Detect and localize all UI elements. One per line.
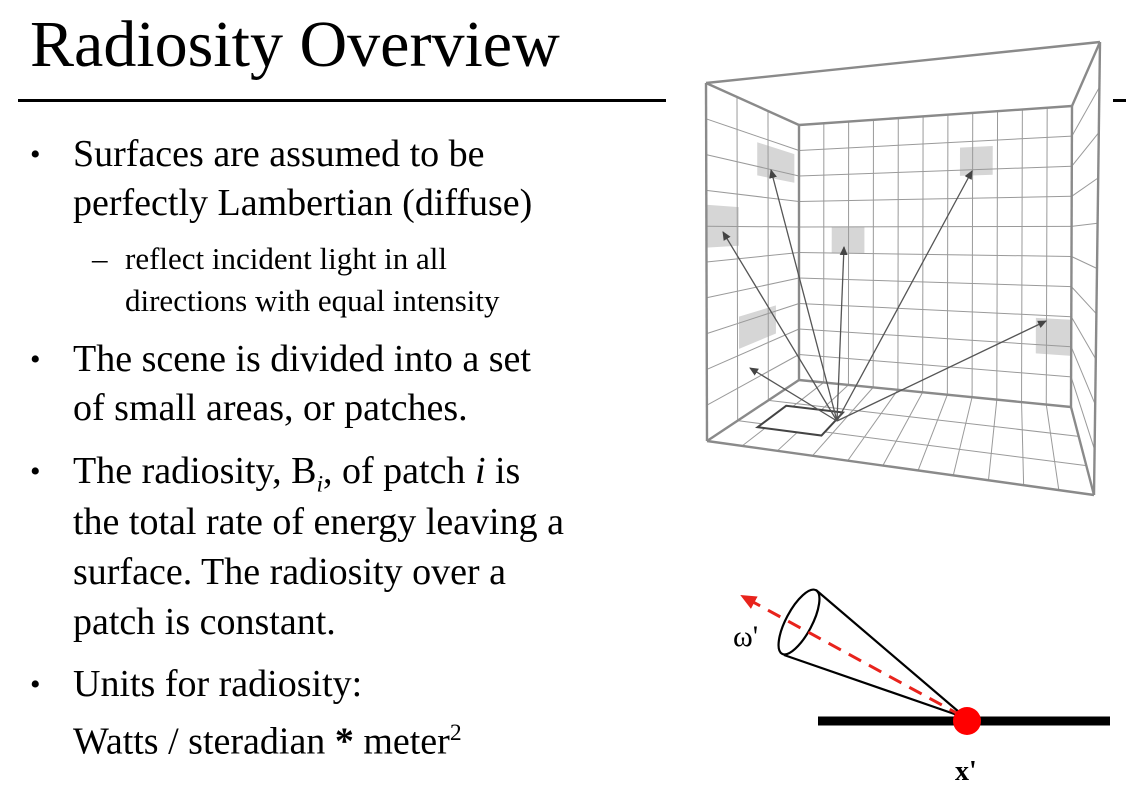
x-label: x' [955,756,977,787]
radiosity-ray [749,367,838,422]
subscript-i: i [316,471,323,498]
room-wireframe [704,40,1102,497]
floor-gridline [987,399,998,481]
room-edge [1069,105,1074,408]
bullet-marker: • [30,138,41,171]
left-wall-gridline [706,354,800,406]
text-run: Watts / steradian [73,720,335,763]
sub-bullet-marker: – [92,241,108,276]
left-wall-gridline [706,328,800,370]
back-wall-gridline [798,165,1072,177]
right-wall-gridline [1070,316,1097,360]
left-wall-gridline [705,118,800,151]
bullet-2-line-1: The scene is divided into a set [73,338,531,380]
left-wall-gridline [706,277,800,299]
room-edge [705,81,800,127]
direction-ray [740,594,963,718]
text-run: * [334,720,354,763]
patch [959,146,993,176]
bullet-1-line-1: Surfaces are assumed to be [73,133,485,175]
bullet-3-line-2: the total rate of energy leaving a [73,501,564,543]
room-edge [1070,41,1102,107]
room-edge [798,378,1072,409]
right-wall-gridline [1070,346,1096,405]
bullet-3-line-4: patch is constant. [73,601,336,643]
room-edge [1069,406,1096,496]
radiosity-ray [836,170,973,422]
radiosity-ray [836,320,1047,422]
left-wall-gridline [706,225,800,228]
bullet-3-line-3: surface. The radiosity over a [73,551,506,593]
floor-gridline [1045,404,1060,491]
left-wall-gridline [706,252,800,263]
right-wall-gridline [1071,286,1097,315]
back-wall-gridline [798,195,1072,202]
bullet-1-line-2: perfectly Lambertian (diffuse) [73,182,533,224]
floor-gridline [812,387,874,457]
cone-edge-upper [815,589,967,719]
italic-i: i [474,450,486,492]
floor-patch [755,404,846,437]
room-edge [706,439,1095,497]
surface-point [953,707,981,735]
bullet-2-line-2: of small areas, or patches. [73,387,468,429]
bullet-3-line-1: The radiosity, Bi, of patch i is [73,448,520,509]
superscript: 2 [449,720,462,746]
sub-bullet-line-2: directions with equal intensity [125,283,500,318]
back-wall-gridline [798,354,1072,378]
room-edge [704,82,709,442]
radiosity-ray [722,231,838,422]
right-wall-gridline [1071,177,1099,197]
cone-opening [777,588,821,656]
room-edge [706,378,800,443]
bullet-marker: • [30,343,41,376]
bullet-marker: • [30,455,41,488]
right-wall-gridline [1071,256,1098,269]
room-edge [798,104,1073,127]
omega-label: ω' [733,620,758,653]
title-rule-end [1113,99,1126,102]
back-wall-gridline [798,225,1072,228]
patch [738,305,776,349]
floor-gridline [1021,402,1025,486]
title-rule [18,99,666,102]
floor-gridline [952,397,973,476]
bullet-4-units: Watts / steradian * meter2 [73,710,462,766]
right-wall-gridline [1070,376,1096,450]
left-wall-gridline [706,154,800,177]
radiosity-ray [769,169,838,422]
left-wall-gridline [706,303,800,335]
text-run: The radiosity, B [73,450,317,492]
right-wall-gridline [1071,132,1100,167]
radiosity-ray [836,246,848,422]
floor-gridline [917,394,948,471]
bullet-marker: • [30,668,41,701]
text-run: meter [353,720,450,763]
text-run: , of patch [322,450,475,492]
back-wall-gridline [798,303,1072,318]
floor-gridline [768,399,1079,437]
back-wall-gridline [798,135,1072,151]
room-edge [1092,41,1102,496]
back-wall-gridline [798,277,1072,288]
room-edge [705,40,1101,85]
sub-bullet-line-1: reflect incident light in all [125,241,447,276]
right-wall-gridline [1071,222,1098,227]
cone-edge-lower [783,653,967,720]
floor-gridline [882,392,924,466]
slide-title: Radiosity Overview [30,8,560,81]
text-run: is [485,450,521,492]
right-wall-gridline [1071,87,1100,137]
floor-gridline [847,389,899,461]
back-wall-gridline [798,328,1072,348]
bullet-4-line-1: Units for radiosity: [73,663,363,705]
left-wall-gridline [706,189,800,202]
